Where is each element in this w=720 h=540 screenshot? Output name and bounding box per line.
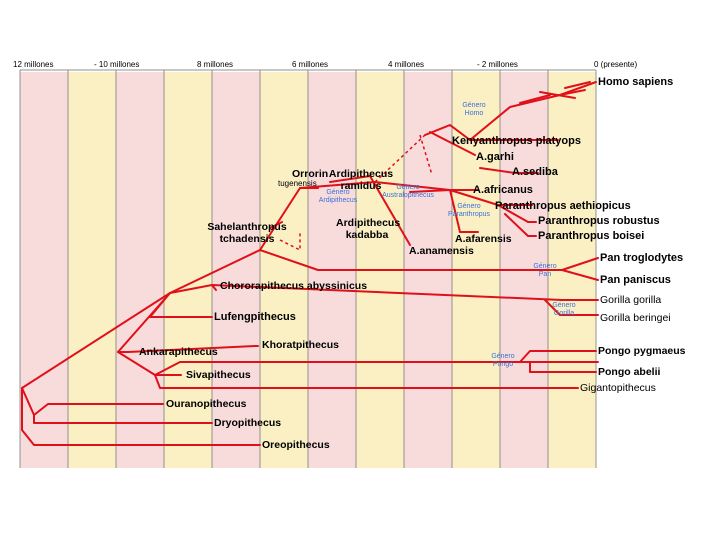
sediba-line <box>479 167 539 174</box>
ardi-kadabba-line <box>299 181 376 189</box>
tick-2: - 2 millones <box>477 60 518 69</box>
genus-ardipithecus: Género Ardipithecus <box>318 189 358 204</box>
siva-to-pongo <box>154 361 599 376</box>
aus-main <box>409 189 479 233</box>
aus-to-anamensis <box>374 181 451 191</box>
ardi-to-aus <box>369 175 411 246</box>
pan-line <box>259 249 599 271</box>
chororapithecus-line <box>211 284 217 291</box>
root-branch <box>21 292 171 389</box>
uncertain-links <box>259 134 433 252</box>
time-gridlines <box>19 69 597 468</box>
dryopithecus-line <box>33 414 213 424</box>
label-ouranopithecus: Ouranopithecus <box>166 398 247 410</box>
label-gorilla-gorilla: Gorilla gorilla <box>600 294 662 306</box>
tick-6: 6 millones <box>292 60 329 69</box>
oreopithecus-branch <box>21 387 261 446</box>
label-pan-troglodytes: Pan troglodytes <box>600 252 684 264</box>
homo-stem <box>469 81 597 141</box>
band-10-8 <box>68 72 116 468</box>
pongo-split <box>519 350 597 363</box>
label-p-robustus: Paranthropus robustus <box>538 215 660 227</box>
homo-twigs <box>519 81 591 104</box>
label-a-sediba: A.sediba <box>512 166 558 178</box>
label-gigantopithecus: Gigantopithecus <box>580 382 656 394</box>
tick-10: - 10 millones <box>94 60 140 69</box>
label-khoratpithecus: Khoratpithecus <box>262 339 340 351</box>
label-kenyanthropus: Kenyanthropus platyops <box>452 135 581 147</box>
label-sahelanthropus: Sahelanthropus tchadensis <box>207 221 287 245</box>
paranthropus-boisei <box>504 213 537 237</box>
label-a-afarensis: A.afarensis <box>455 233 512 245</box>
label-a-africanus: A.africanus <box>473 184 533 196</box>
band-6-4a <box>164 72 212 468</box>
label-oreopithecus: Oreopithecus <box>262 439 330 451</box>
label-pongo-pygmaeus: Pongo pygmaeus <box>598 345 686 357</box>
label-sivapithecus: Sivapithecus <box>186 369 251 381</box>
label-lufengpithecus: Lufengpithecus <box>214 311 296 323</box>
genus-pongo: Género Pongo <box>491 353 515 368</box>
label-ankarapithecus: Ankarapithecus <box>139 346 218 358</box>
pongo-abelii-line <box>529 361 597 373</box>
label-p-boisei: Paranthropus boisei <box>538 230 645 242</box>
sahel-hook <box>269 221 283 229</box>
label-homo-sapiens: Homo sapiens <box>598 76 674 88</box>
label-pan-paniscus: Pan paniscus <box>600 274 671 286</box>
label-dryopithecus: Dryopithecus <box>214 417 282 429</box>
label-a-anamensis: A.anamensis <box>409 245 474 257</box>
label-chororapithecus: Chororapithecus abyssinicus <box>220 280 368 292</box>
genus-paranthropus: Género Paranthropus <box>447 203 491 218</box>
tick-4: 4 millones <box>388 60 425 69</box>
paranthropus-robustus <box>497 204 537 223</box>
branches <box>21 81 599 446</box>
tick-8: 8 millones <box>197 60 234 69</box>
genus-gorilla: Género Gorilla <box>552 302 576 317</box>
ankara-line <box>127 345 259 353</box>
label-ardi-kadabba: Ardipithecus kadabba <box>336 217 401 241</box>
label-ardi-ramidus: Ardipithecus ramidus <box>328 168 394 192</box>
label-pongo-abelii: Pongo abelii <box>598 366 661 378</box>
genus-homo: Género Homo <box>462 102 486 117</box>
label-gorilla-beringei: Gorilla beringei <box>600 312 671 324</box>
pan-split <box>561 269 599 281</box>
label-a-garhi: A.garhi <box>476 151 514 163</box>
kenyanthropus-line <box>424 124 559 141</box>
band-2a <box>260 72 308 468</box>
genus-pan: Género Pan <box>533 263 557 278</box>
label-p-aethiopicus: Paranthropus aethiopicus <box>495 200 631 212</box>
gorilla-line <box>169 284 599 301</box>
garhi-line <box>429 131 476 156</box>
genus-australopithecus: Género Australopithecus <box>382 184 434 199</box>
tick-12: 12 millones <box>13 60 54 69</box>
dryo-ourano-branch <box>21 387 164 416</box>
band-12-10 <box>20 72 68 468</box>
lufeng-stem <box>149 292 171 318</box>
gorilla-split <box>544 299 599 316</box>
label-orrorin-sub: tugenensis <box>278 179 317 188</box>
great-ape-branch <box>169 249 261 294</box>
label-orrorin: Orrorin <box>292 168 329 180</box>
band-8-6 <box>116 72 164 468</box>
tick-0: 0 (presente) <box>594 60 638 69</box>
ardi-ramidus-line <box>329 175 371 183</box>
gigantopithecus-line <box>154 374 579 389</box>
